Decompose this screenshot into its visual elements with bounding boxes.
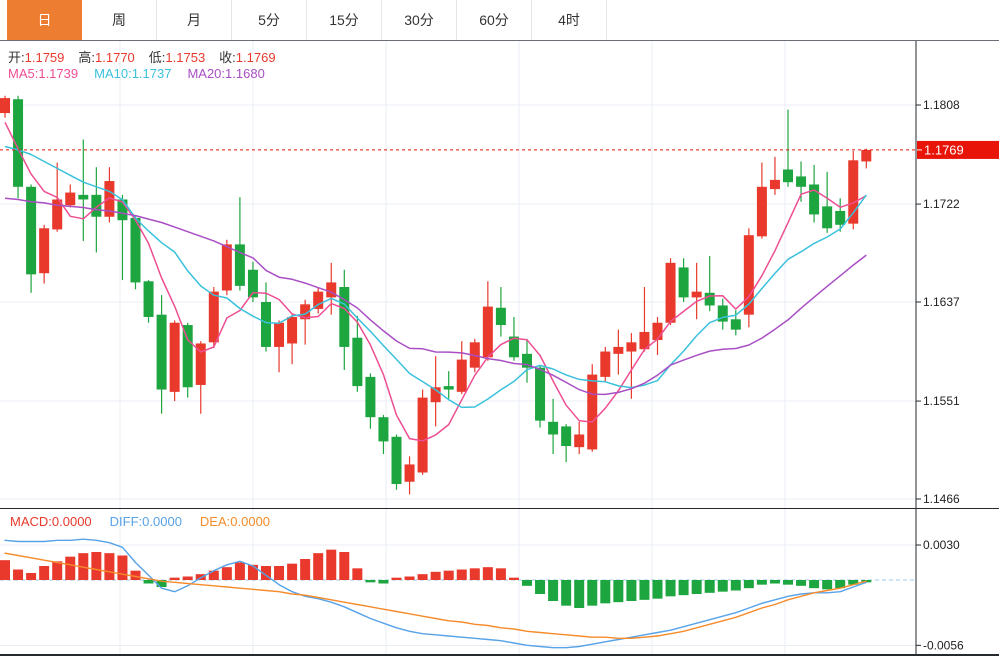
svg-text:1.1551: 1.1551 <box>923 394 960 408</box>
legend-item: DEA:0.0000 <box>199 514 271 529</box>
legend-item: 低:1.1753 <box>148 50 206 65</box>
legend-item: MA5:1.1739 <box>8 66 79 81</box>
price-axis-labels: 1.1808 1.1722 1.1637 1.1551 1.1466 0.0030 -0.0… <box>916 98 964 652</box>
tab-timeframe-1[interactable]: 周 <box>82 0 157 40</box>
ma10-line <box>4 145 867 409</box>
svg-text:1.1466: 1.1466 <box>923 492 960 506</box>
ma20-line <box>4 197 867 396</box>
svg-text:1.1722: 1.1722 <box>923 197 960 211</box>
candles-layer <box>0 95 872 495</box>
tab-timeframe-4[interactable]: 15分 <box>307 0 382 40</box>
diff-line <box>4 538 867 649</box>
svg-text:1.1769: 1.1769 <box>924 142 964 157</box>
tab-timeframe-6[interactable]: 60分 <box>457 0 532 40</box>
ma-legend: MA5:1.1739 MA10:1.1737 MA20:1.1680 <box>8 66 265 81</box>
macd-legend: MACD:0.0000 DIFF:0.0000 DEA:0.0000 <box>10 514 270 529</box>
ma5-line <box>4 121 867 442</box>
legend-item: DIFF:0.0000 <box>109 514 182 529</box>
legend-item: 开:1.1759 <box>8 50 65 65</box>
tab-timeframe-0[interactable]: 日 <box>7 0 82 40</box>
timeframe-tabbar: 日周月 5分 15分 30分 60分 4时 <box>0 0 999 41</box>
tab-timeframe-5[interactable]: 30分 <box>382 0 457 40</box>
legend-item: MA20:1.1680 <box>187 66 265 81</box>
tab-timeframe-7[interactable]: 4时 <box>532 0 607 40</box>
macd-histogram <box>0 549 872 608</box>
legend-item: MACD:0.0000 <box>10 514 92 529</box>
legend-item: 高:1.1770 <box>78 50 135 65</box>
chart-frame <box>0 40 999 656</box>
dea-line <box>4 552 867 639</box>
svg-text:1.1637: 1.1637 <box>923 295 960 309</box>
tab-timeframe-2[interactable]: 月 <box>157 0 232 40</box>
legend-item: 收:1.1769 <box>219 50 276 65</box>
ohlc-legend: 开:1.1759 高:1.1770 低:1.1753 收:1.1769 <box>8 47 276 66</box>
svg-text:0.0030: 0.0030 <box>923 538 960 552</box>
legend-item: MA10:1.1737 <box>94 66 172 81</box>
current-price-badge: 1.1769 <box>917 140 999 159</box>
svg-text:-0.0056: -0.0056 <box>923 638 964 652</box>
gridlines <box>0 41 916 655</box>
svg-text:1.1808: 1.1808 <box>923 98 960 112</box>
tab-timeframe-3[interactable]: 5分 <box>232 0 307 40</box>
